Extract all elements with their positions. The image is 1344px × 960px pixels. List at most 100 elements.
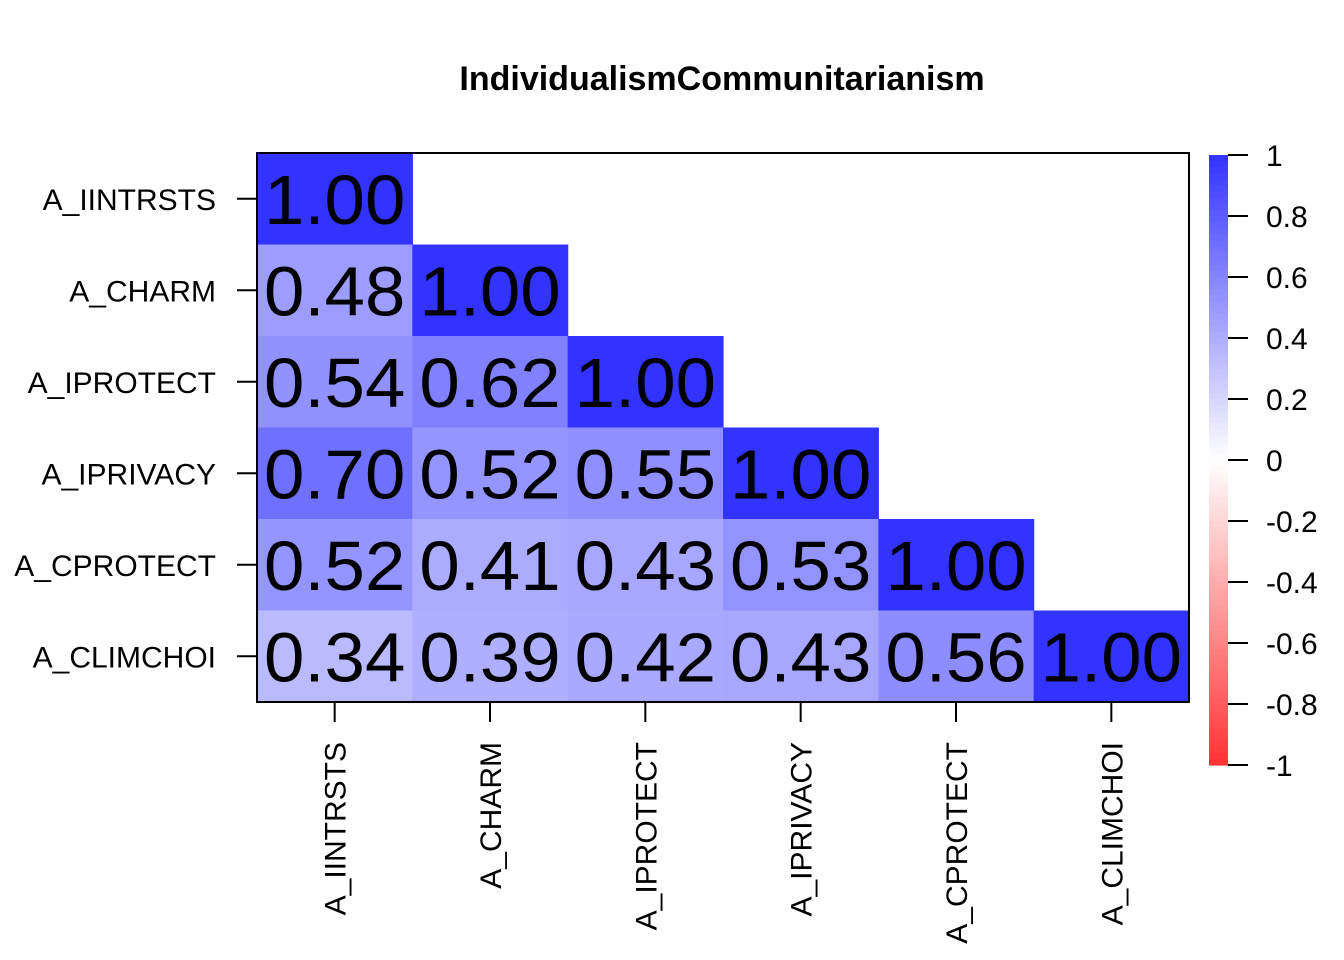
colorbar-segment [1209,313,1228,321]
colorbar-segment [1209,533,1228,540]
colorbar-segment [1209,740,1228,748]
cell-value-label: 1.00 [885,527,1026,605]
colorbar-segment [1209,472,1228,479]
colorbar-segment [1209,691,1228,699]
heatmap-cells [257,153,1190,703]
cell-value-label: 0.56 [885,618,1026,696]
colorbar-segment [1209,289,1228,296]
colorbar-segment [1209,575,1228,583]
colorbar-segment [1209,203,1228,211]
colorbar-segment [1209,679,1228,687]
colorbar-segment [1209,386,1228,394]
colorbar-segment [1209,649,1228,656]
heatmap-cell [412,519,569,612]
colorbar-segment [1209,478,1228,485]
colorbar-segment [1209,655,1228,662]
colorbar-tick-label: 0.6 [1266,262,1308,295]
colorbar-segment [1209,270,1228,278]
x-axis: A_IINTRSTS A_CHARM A_IPROTECT A_IPRIVACY A_C… [320,703,1129,944]
colorbar-segment [1209,399,1228,406]
colorbar-segment [1209,746,1228,754]
plot-frame [256,152,1190,703]
cell-value-label: 0.53 [730,527,871,605]
cell-value-label: 0.54 [264,344,405,422]
colorbar-segment [1209,557,1228,565]
heatmap-cell [412,610,569,703]
colorbar-segment [1209,197,1228,205]
colorbar-segment [1209,240,1228,248]
heatmap-cell [1033,610,1190,703]
cell-value-label: 0.42 [575,618,716,696]
colorbar-segment [1209,722,1228,729]
colorbar-segment [1209,704,1228,711]
heatmap-cell [257,153,413,246]
y-tick-label: A_CPROTECT [14,550,216,583]
colorbar-segment [1209,600,1228,607]
heatmap-cell [257,610,413,703]
cell-value-label: 0.62 [419,344,560,422]
colorbar-segment [1209,344,1228,351]
colorbar-segment [1209,508,1228,516]
cell-value-label: 0.52 [419,435,560,513]
colorbar-segment [1209,697,1228,705]
cell-value-label: 1.00 [1041,618,1182,696]
colorbar-segment [1209,295,1228,302]
heatmap-cell [412,336,569,429]
colorbar-segment [1209,252,1228,260]
colorbar-segment [1209,527,1228,534]
colorbar-tick-label: 1 [1266,140,1283,173]
heatmap-cell [567,610,724,703]
colorbar-segment [1209,264,1228,272]
colorbar-segment [1209,325,1228,333]
x-tick-label: A_CHARM [475,742,508,889]
colorbar-tick-label: -1 [1266,750,1293,783]
colorbar-segment [1209,246,1228,254]
cell-value-label: 0.43 [575,527,716,605]
colorbar-segment [1209,551,1228,559]
y-tick-label: A_CHARM [69,275,216,308]
colorbar-segment [1209,588,1228,595]
colorbar-segment [1209,514,1228,522]
colorbar-tick-label: 0.4 [1266,323,1308,356]
colorbar-segment [1209,447,1228,455]
colorbar-segment [1209,356,1228,363]
colorbar-segment [1209,283,1228,290]
colorbar-segment [1209,331,1228,339]
heatmap-cell [257,427,413,520]
colorbar-segment [1209,716,1228,723]
colorbar-segment [1209,423,1228,431]
colorbar-segment [1209,350,1228,357]
colorbar-segment [1209,460,1228,467]
y-tick-label: A_CLIMCHOI [33,641,216,674]
colorbar-segment [1209,661,1228,668]
colorbar-segment [1209,155,1228,162]
colorbar-segment [1209,405,1228,412]
x-tick-label: A_IPROTECT [630,742,663,930]
colorbar: 1 0.8 0.6 0.4 0.2 0 -0.2 -0.4 -0.6 -0.8 -1 [1209,140,1318,783]
heatmap-cell [723,519,879,612]
colorbar-segment [1209,307,1228,315]
colorbar-tick-label: 0.2 [1266,384,1308,417]
colorbar-segment [1209,752,1228,760]
colorbar-segment [1209,630,1228,638]
cell-value-label: 0.70 [264,435,405,513]
cell-value-label: 0.39 [419,618,560,696]
x-tick-label: A_IPRIVACY [786,742,819,917]
colorbar-segment [1209,667,1228,675]
cell-value-label: 1.00 [264,161,405,239]
colorbar-segment [1209,710,1228,717]
colorbar-segment [1209,484,1228,492]
y-tick-label: A_IPROTECT [28,367,216,400]
cell-value-label: 0.43 [730,618,871,696]
colorbar-tick-label: -0.8 [1266,689,1318,722]
colorbar-segment [1209,453,1228,461]
colorbar-segment [1209,624,1228,632]
y-tick-label: A_IPRIVACY [41,458,216,491]
colorbar-segment [1209,734,1228,742]
colorbar-segment [1209,539,1228,546]
cell-value-label: 0.48 [264,252,405,330]
colorbar-segment [1209,728,1228,736]
colorbar-segment [1209,374,1228,382]
colorbar-segment [1209,392,1228,400]
